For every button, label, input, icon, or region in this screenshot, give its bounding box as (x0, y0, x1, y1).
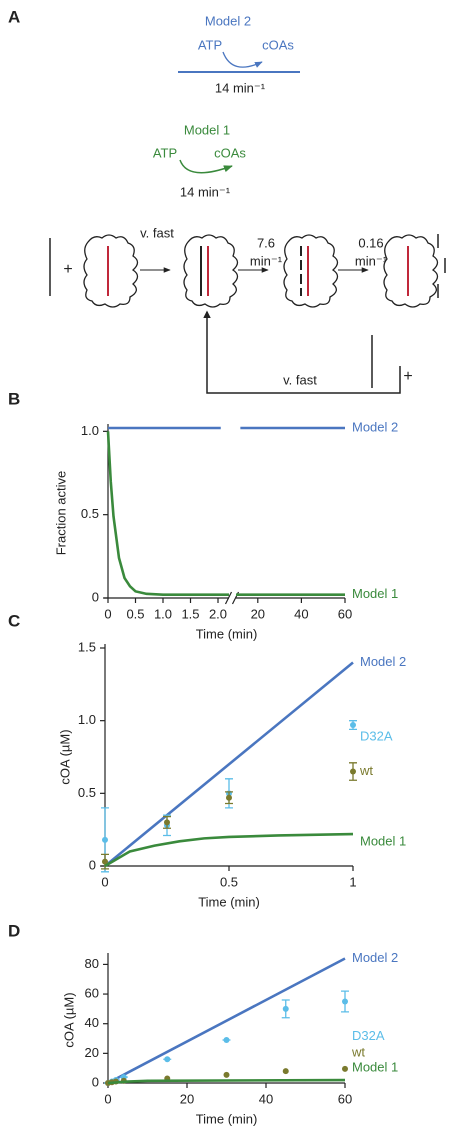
series-line (106, 431, 229, 596)
series-label: wt (359, 763, 373, 778)
series-line (107, 957, 346, 1085)
reaction-scheme: + v. fast 7.6 min⁻¹ 0.16 min⁻¹ + v. fast (49, 225, 446, 394)
x-tick-label: 0 (104, 1091, 111, 1106)
series-label: Model 2 (352, 419, 398, 434)
data-point (226, 794, 232, 801)
data-point (282, 1068, 289, 1075)
x-tick-label: 1.5 (181, 606, 199, 621)
x-tick-label: 40 (294, 606, 308, 621)
x-tick-label: 0.5 (126, 606, 144, 621)
x-tick-label: 0 (101, 874, 108, 889)
y-tick-label: 60 (85, 985, 99, 1000)
model1-scheme: Model 1 ATP cOAs 14 min⁻¹ (153, 122, 247, 199)
y-tick-label: 40 (85, 1015, 99, 1030)
plus: + (403, 368, 412, 385)
series-label: D32A (352, 1028, 385, 1043)
step-rate: min⁻¹ (355, 253, 388, 268)
x-tick-label: 20 (180, 1091, 194, 1106)
product: cOAs (214, 145, 246, 160)
step-rate: 7.6 (257, 235, 275, 250)
series-label: D32A (360, 728, 393, 743)
return-arrow (203, 310, 401, 394)
y-tick-label: 0 (89, 857, 96, 872)
model-label: Model 1 (184, 122, 230, 137)
x-tick-label: 0 (104, 606, 111, 621)
panel-label: C (8, 611, 20, 630)
data-point (350, 722, 356, 729)
complex (283, 234, 339, 308)
data-point (164, 1056, 171, 1063)
data-point (342, 998, 348, 1005)
panel-label: B (8, 389, 20, 408)
y-axis-label: Fraction active (53, 471, 68, 556)
y-tick-label: 1.0 (78, 712, 96, 727)
model2-scheme: Model 2 ATP cOAs 14 min⁻¹ (178, 13, 300, 95)
x-tick-label: 20 (251, 606, 265, 621)
y-tick-label: 1.5 (78, 639, 96, 654)
product: cOAs (262, 37, 294, 52)
x-tick-label: 2.0 (209, 606, 227, 621)
data-point (164, 819, 170, 826)
model-label: Model 2 (205, 13, 251, 28)
series-line (107, 1078, 346, 1085)
series-line (104, 661, 354, 868)
complex (183, 234, 239, 308)
step-rate: min⁻¹ (250, 253, 283, 268)
x-tick-label: 1 (349, 874, 356, 889)
series-line (104, 832, 354, 868)
x-axis-label: Time (min) (198, 894, 260, 909)
y-tick-label: 0.5 (78, 785, 96, 800)
data-point (282, 1005, 289, 1012)
x-tick-label: 40 (259, 1091, 273, 1106)
y-axis-label: cOA (µM) (57, 729, 72, 784)
y-tick-label: 0 (92, 589, 99, 604)
series-label: Model 1 (360, 833, 406, 848)
series-label: Model 2 (352, 950, 398, 965)
series-label: Model 1 (352, 586, 398, 601)
step-rate: v. fast (140, 225, 174, 240)
x-axis-label: Time (min) (196, 1111, 258, 1126)
x-axis-label: Time (min) (196, 626, 258, 641)
complex (83, 234, 139, 308)
substrate: ATP (198, 37, 222, 52)
rate: 14 min⁻¹ (215, 80, 266, 95)
data-point (102, 836, 108, 843)
data-point (342, 1065, 348, 1072)
step-rate: 0.16 (358, 235, 383, 250)
x-tick-label: 60 (338, 1091, 352, 1106)
series-label: Model 2 (360, 654, 406, 669)
rate: 14 min⁻¹ (180, 184, 231, 199)
y-tick-label: 1.0 (81, 423, 99, 438)
data-point (223, 1037, 230, 1044)
complex (383, 234, 439, 308)
reaction-arrow (222, 51, 263, 68)
x-tick-label: 60 (338, 606, 352, 621)
y-axis-label: cOA (µM) (61, 992, 76, 1047)
y-tick-label: 80 (85, 956, 99, 971)
plus: + (63, 261, 72, 278)
reaction-arrow (179, 159, 233, 174)
y-tick-label: 0.5 (81, 506, 99, 521)
x-tick-label: 1.0 (154, 606, 172, 621)
y-tick-label: 0 (92, 1074, 99, 1089)
axis-break (224, 591, 233, 605)
panel-label: D (8, 921, 20, 940)
series-label: Model 1 (352, 1059, 398, 1074)
data-point (350, 768, 356, 775)
substrate: ATP (153, 145, 177, 160)
data-point (102, 858, 108, 865)
data-point (223, 1071, 230, 1078)
y-tick-label: 20 (85, 1045, 99, 1060)
x-tick-label: 0.5 (220, 874, 238, 889)
panel-label: A (8, 7, 20, 26)
series-label: wt (351, 1044, 365, 1059)
step-rate: v. fast (283, 372, 317, 387)
